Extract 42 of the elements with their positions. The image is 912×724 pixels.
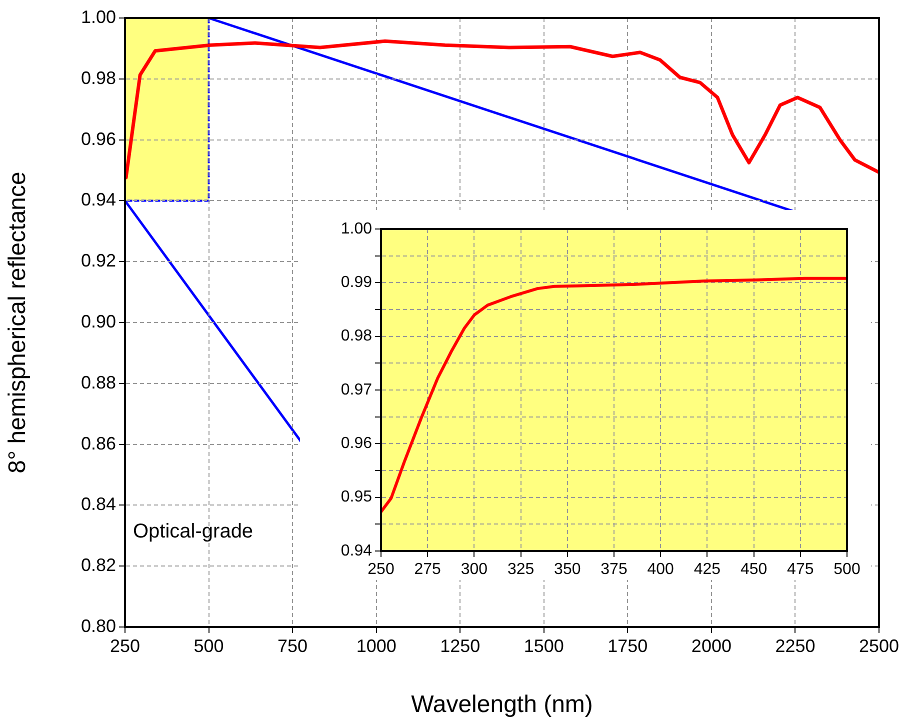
x-tick-label: 375 bbox=[600, 561, 628, 578]
x-tick-label: 1750 bbox=[608, 636, 648, 656]
x-tick-label: 350 bbox=[554, 561, 581, 578]
x-tick-label: 750 bbox=[278, 636, 308, 656]
annotation: Optical-grade bbox=[133, 520, 254, 543]
x-tick-label: 2500 bbox=[858, 636, 900, 656]
y-tick-label: 0.94 bbox=[80, 190, 116, 210]
x-tick-label: 250 bbox=[368, 561, 394, 578]
x-tick-label: 425 bbox=[694, 561, 721, 578]
x-tick-label: 2000 bbox=[691, 636, 732, 656]
x-tick-label: 325 bbox=[507, 561, 534, 578]
y-tick-label: 0.97 bbox=[340, 381, 372, 398]
x-axis-title: Wavelength (nm) bbox=[411, 691, 593, 718]
x-tick-label: 500 bbox=[194, 636, 224, 656]
x-tick-label: 300 bbox=[460, 561, 488, 578]
y-tick-label: 0.98 bbox=[80, 68, 116, 88]
y-tick-label: 1.00 bbox=[340, 220, 372, 238]
x-tick-label: 400 bbox=[647, 561, 674, 578]
x-tick-label: 450 bbox=[740, 561, 768, 578]
x-tick-label: 250 bbox=[110, 636, 140, 656]
y-tick-label: 0.88 bbox=[80, 372, 116, 392]
y-tick-label: 0.98 bbox=[340, 328, 372, 345]
y-axis-title: 8° hemispherical reflectance bbox=[4, 172, 32, 474]
x-tick-label: 475 bbox=[787, 561, 814, 578]
x-tick-label: 1000 bbox=[356, 636, 396, 656]
x-tick-label: 2250 bbox=[775, 636, 816, 656]
x-tick-label: 1500 bbox=[524, 636, 564, 656]
y-tick-label: 0.95 bbox=[340, 488, 372, 506]
y-tick-label: 0.90 bbox=[80, 311, 116, 332]
x-tick-label: 275 bbox=[414, 561, 442, 578]
y-tick-label: 0.96 bbox=[80, 128, 116, 149]
y-tick-label: 0.82 bbox=[80, 555, 116, 576]
x-tick-label: 1250 bbox=[440, 636, 480, 656]
y-tick-label: 0.80 bbox=[80, 616, 116, 636]
y-tick-label: 0.92 bbox=[80, 250, 116, 271]
y-tick-label: 1.00 bbox=[80, 6, 116, 27]
y-tick-label: 0.84 bbox=[80, 494, 116, 514]
y-tick-label: 0.86 bbox=[80, 433, 116, 454]
y-tick-label: 0.94 bbox=[340, 542, 372, 560]
x-tick-label: 500 bbox=[834, 561, 860, 578]
y-tick-label: 0.96 bbox=[340, 435, 372, 452]
y-tick-label: 0.99 bbox=[340, 274, 372, 292]
